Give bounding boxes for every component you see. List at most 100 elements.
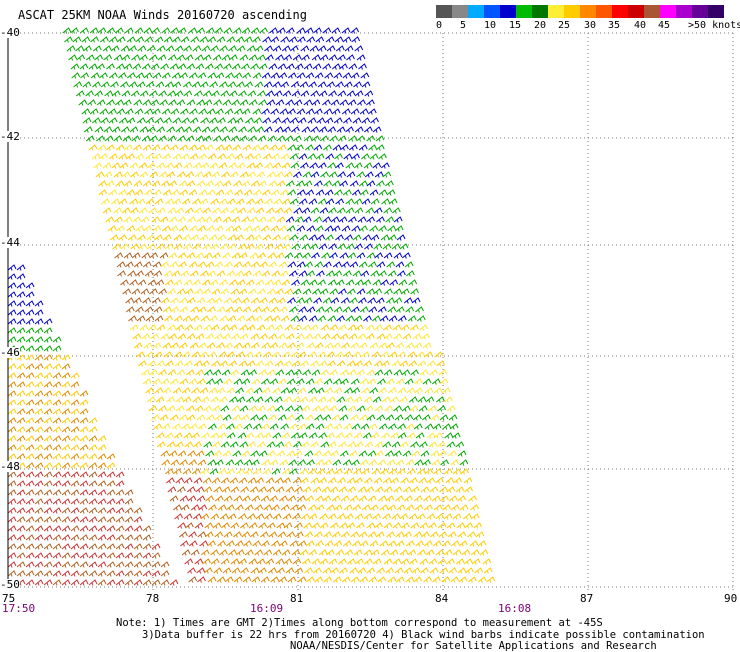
wind-barb — [72, 36, 82, 43]
wind-barb — [353, 432, 363, 439]
wind-barb — [341, 261, 350, 268]
wind-barb — [329, 135, 338, 142]
wind-barb — [418, 477, 427, 484]
wind-barb — [276, 333, 286, 340]
wind-barb — [62, 27, 72, 34]
wind-barb — [192, 243, 201, 250]
wind-barb — [131, 288, 141, 295]
wind-barb — [151, 180, 161, 187]
wind-barb — [211, 288, 221, 295]
wind-barb — [206, 378, 215, 385]
wind-barb — [233, 180, 242, 187]
wind-barb — [420, 450, 430, 457]
wind-barb — [215, 144, 225, 151]
wind-barb — [269, 459, 279, 466]
wind-barb — [216, 342, 225, 349]
wind-barb — [223, 27, 233, 34]
wind-barb — [244, 504, 254, 511]
wind-barb — [266, 486, 276, 493]
wind-barb — [316, 270, 325, 277]
wind-barb — [325, 198, 335, 205]
wind-barb — [277, 378, 287, 385]
wind-barb — [169, 579, 179, 586]
wind-barb — [174, 45, 184, 52]
wind-barb — [96, 135, 105, 142]
wind-barb — [358, 261, 368, 268]
wind-barb — [416, 513, 426, 520]
wind-barb — [183, 360, 193, 367]
wind-barb — [362, 279, 371, 286]
wind-barb — [61, 390, 71, 397]
wind-barb — [246, 162, 256, 169]
wind-barb — [303, 63, 313, 70]
wind-barb — [158, 369, 167, 376]
wind-barb — [266, 369, 276, 376]
wind-barb — [106, 507, 116, 514]
wind-barb — [108, 36, 118, 43]
wind-barb — [118, 198, 128, 205]
wind-barb — [374, 450, 384, 457]
wind-barb — [335, 81, 344, 88]
wind-barb — [358, 342, 368, 349]
wind-barb — [115, 543, 125, 550]
wind-barb — [136, 198, 146, 205]
wind-barb — [295, 342, 305, 349]
wind-barb — [16, 552, 26, 559]
wind-barb — [322, 261, 332, 268]
wind-barb — [419, 522, 429, 529]
wind-barb — [380, 234, 390, 241]
wind-barb — [151, 216, 161, 223]
wind-barb — [399, 396, 408, 403]
wind-barb — [393, 297, 403, 304]
wind-barb — [365, 324, 375, 331]
wind-barb — [364, 171, 374, 178]
wind-barb — [283, 54, 292, 61]
wind-barb — [7, 516, 17, 523]
wind-barb — [97, 552, 107, 559]
wind-barb — [214, 261, 224, 268]
wind-barb — [106, 489, 116, 496]
wind-barb — [399, 513, 409, 520]
wind-barb — [249, 531, 259, 538]
lon-label: 84 — [435, 592, 449, 605]
wind-barb — [184, 558, 194, 565]
wind-barb — [61, 543, 71, 550]
wind-barb — [286, 414, 295, 421]
wind-barb — [222, 180, 232, 187]
wind-barb — [294, 486, 303, 493]
wind-barb — [276, 567, 285, 574]
wind-barb — [286, 225, 296, 232]
wind-barb — [340, 531, 350, 538]
wind-barb — [302, 216, 312, 223]
wind-barb — [79, 426, 89, 433]
wind-barb — [331, 333, 340, 340]
wind-barb — [43, 354, 53, 361]
wind-barb — [295, 333, 305, 340]
wind-barb — [88, 516, 98, 523]
wind-barb — [325, 549, 335, 556]
wind-barb — [226, 540, 235, 547]
wind-barb — [246, 360, 256, 367]
wind-barb — [265, 90, 275, 97]
wind-barb — [159, 216, 169, 223]
wind-barb — [25, 390, 35, 397]
wind-barb — [340, 297, 350, 304]
wind-barb — [311, 99, 321, 106]
wind-barb — [186, 405, 195, 412]
wind-barb — [124, 534, 134, 541]
wind-barb — [369, 540, 379, 547]
wind-barb — [408, 360, 418, 367]
wind-barb — [433, 432, 443, 439]
wind-barb — [70, 372, 80, 379]
wind-barb — [172, 198, 182, 205]
wind-barb — [191, 432, 200, 439]
wind-barb — [115, 471, 125, 478]
wind-barb — [403, 297, 413, 304]
wind-barb — [179, 378, 189, 385]
wind-barb — [214, 27, 223, 34]
wind-barb — [383, 486, 393, 493]
wind-barb — [397, 387, 407, 394]
wind-barb — [301, 441, 310, 448]
legend-label: >50 knots — [688, 20, 740, 31]
wind-barb — [344, 45, 354, 52]
